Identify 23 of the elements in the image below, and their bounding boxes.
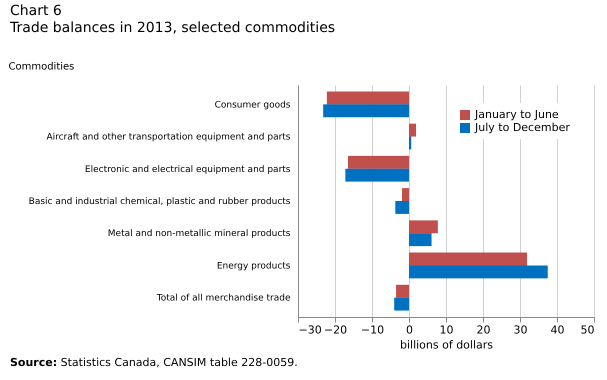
x-tick-label: 40 xyxy=(550,324,564,336)
x-tick-label: −30 xyxy=(298,324,322,336)
x-tick-label: 50 xyxy=(580,324,594,336)
y-tick-label: Consumer goods xyxy=(214,100,291,110)
x-tick-label: 0 xyxy=(406,324,413,336)
x-tick-label: 20 xyxy=(476,324,490,336)
text: Chart 6 xyxy=(10,3,62,19)
legend-label: January to June xyxy=(474,108,559,121)
x-tick-label: 10 xyxy=(440,324,454,336)
y-tick-label: Aircraft and other transportation equipment and parts xyxy=(46,132,291,143)
x-axis-title: billions of dollars xyxy=(400,338,494,352)
source-note: Source: Statistics Canada, CANSIM table 228-0059. xyxy=(10,356,299,369)
x-tick-label: 30 xyxy=(514,324,528,336)
y-tick-label: Metal and non-metallic mineral products xyxy=(108,229,291,240)
y-axis-title: Commodities xyxy=(8,62,74,72)
y-tick-label: Energy products xyxy=(216,261,291,272)
x-tick-label: −10 xyxy=(360,324,384,336)
y-tick-label: Total of all merchandise trade xyxy=(156,294,291,304)
y-tick-label: Basic and industrial chemical, plastic and rubber products xyxy=(28,197,291,207)
legend-label: July to December xyxy=(474,121,570,134)
text: Trade balances in 2013, selected commodities xyxy=(9,20,336,36)
y-tick-label: Electronic and electrical equipment and parts xyxy=(84,164,291,175)
x-tick-label: −20 xyxy=(324,324,348,336)
